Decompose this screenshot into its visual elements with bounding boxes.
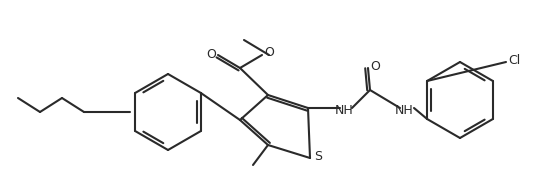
Text: Cl: Cl [508,54,520,67]
Text: O: O [370,61,380,74]
Text: NH: NH [335,105,353,118]
Text: NH: NH [394,105,413,118]
Text: S: S [314,149,322,162]
Text: O: O [264,46,274,59]
Text: O: O [206,49,216,61]
